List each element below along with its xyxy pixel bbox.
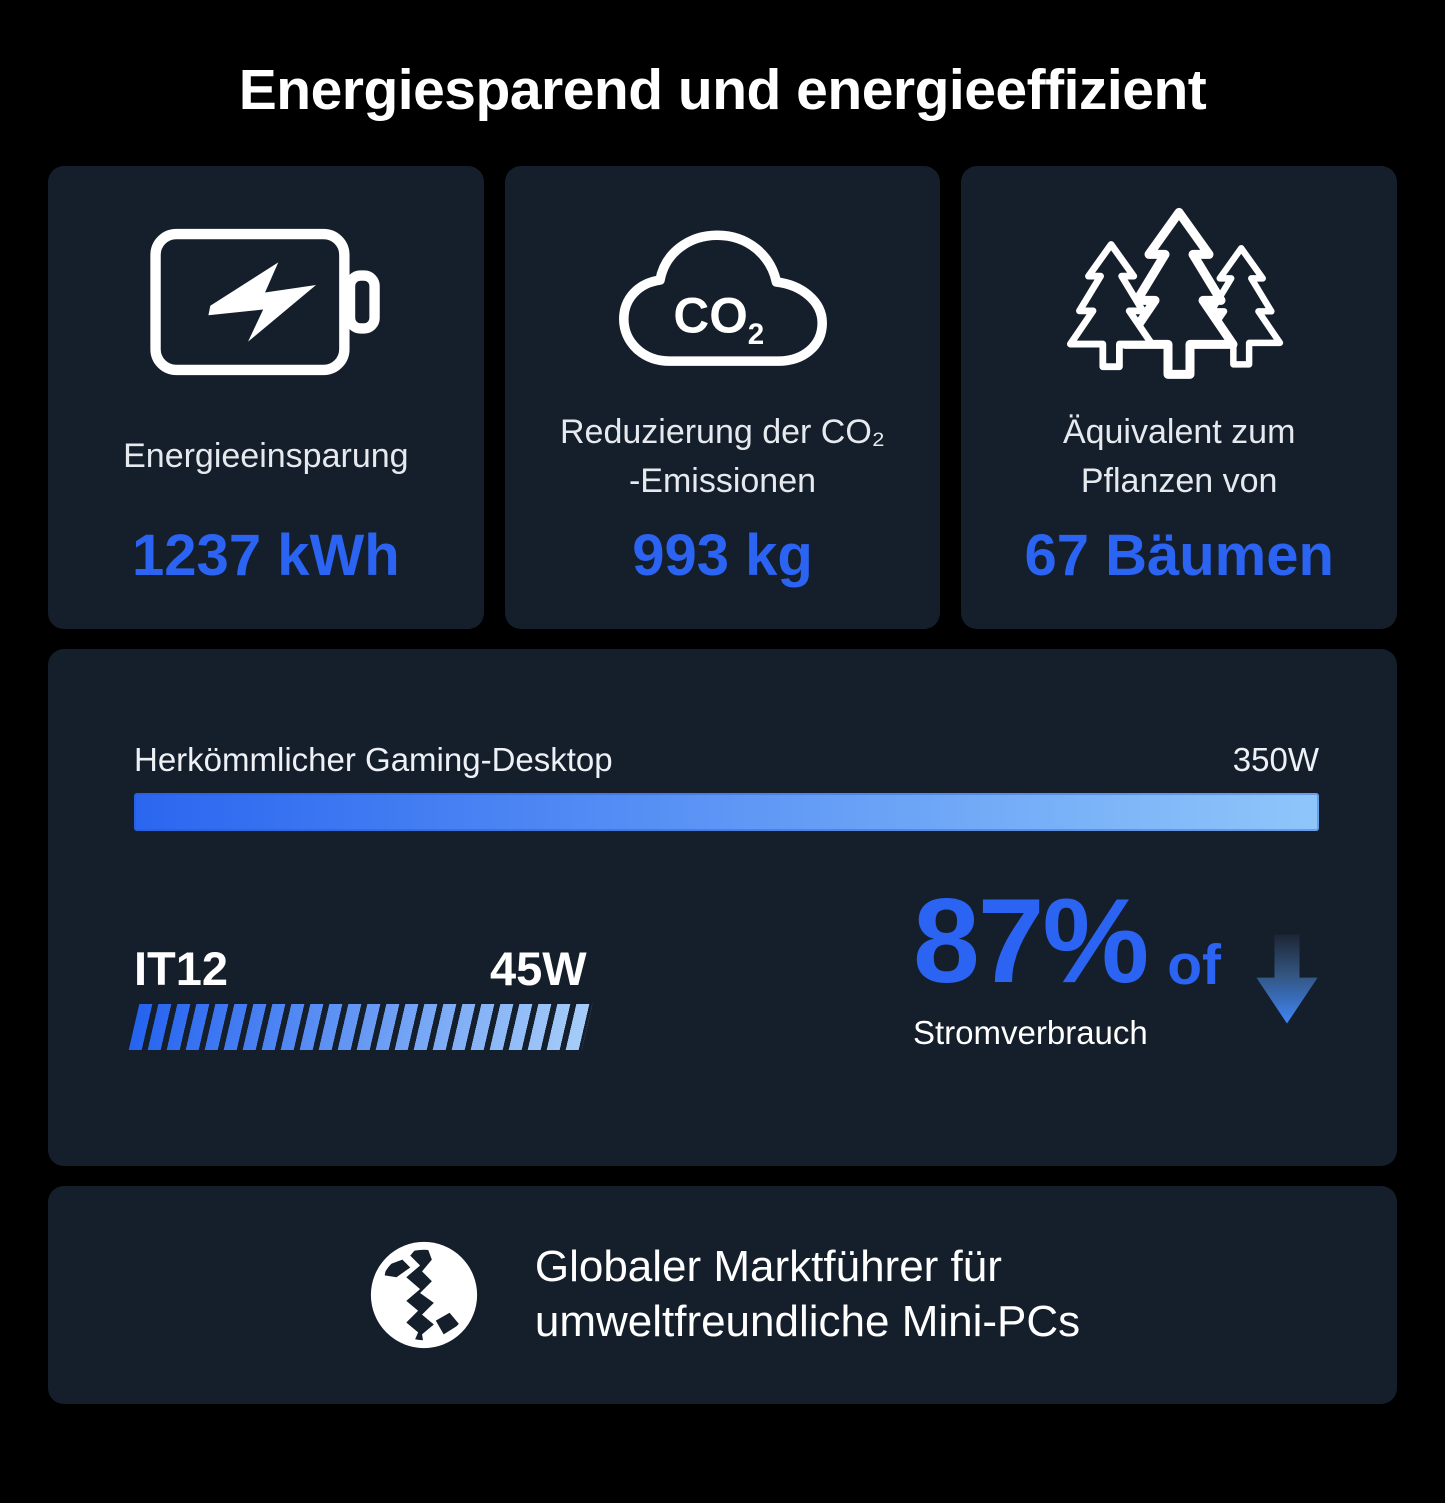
pine-trees-icon	[1051, 202, 1307, 402]
stat-card-energy: Energieeinsparung 1237 kWh	[48, 165, 484, 629]
footer-text: Globaler Marktführer für umweltfreundlic…	[535, 1240, 1080, 1349]
savings-percent: 87%	[913, 873, 1149, 1008]
savings-callout: 87% of	[913, 873, 1319, 1053]
desktop-power-bar	[134, 792, 1319, 831]
stat-card-co2: CO2 Reduzierung der CO₂ -Emissionen 993 …	[504, 165, 941, 629]
stat-card-value: 993 kg	[632, 522, 813, 588]
page-root: Energiesparend und energieeffizient Ener…	[0, 58, 1445, 1404]
chart-bottom-section: IT12 45W 87% of	[128, 881, 1319, 1053]
it12-bar-labels: IT12 45W	[134, 941, 587, 996]
stat-card-trees: Äquivalent zum Pflanzen von 67 Bäumen	[961, 165, 1398, 629]
desktop-bar-watts: 350W	[1232, 740, 1319, 778]
stat-card-label: Energieeinsparung	[123, 402, 408, 512]
footer-text-line: umweltfreundliche Mini-PCs	[534, 1296, 1081, 1346]
footer-text-line: Globaler Marktführer für	[534, 1242, 1002, 1291]
desktop-bar-name: Herkömmlicher Gaming-Desktop	[134, 740, 613, 778]
stat-card-label: Reduzierung der CO₂ -Emissionen	[560, 402, 885, 512]
battery-bolt-icon	[148, 202, 384, 402]
stat-card-value: 1237 kWh	[132, 522, 400, 588]
power-comparison-chart: Herkömmlicher Gaming-Desktop 350W IT12 4…	[48, 648, 1397, 1166]
savings-row: 87% of	[913, 873, 1319, 1024]
stat-card-label: Äquivalent zum Pflanzen von	[1063, 402, 1295, 512]
it12-power-bar	[128, 1003, 592, 1050]
footer-card: Globaler Marktführer für umweltfreundlic…	[48, 1185, 1397, 1404]
globe-icon	[365, 1236, 483, 1354]
stat-card-label-line: Energieeinsparung	[123, 437, 409, 476]
co2-cloud-icon: CO2	[599, 202, 847, 402]
stat-card-label-line: Äquivalent zum	[1062, 413, 1296, 452]
stat-cards-row: Energieeinsparung 1237 kWh CO2 Reduzieru…	[48, 165, 1398, 629]
down-arrow-icon	[1255, 924, 1319, 1034]
stat-card-label-line: -Emissionen	[628, 461, 817, 500]
svg-text:CO2: CO2	[673, 287, 764, 350]
it12-bar-name: IT12	[134, 941, 229, 995]
desktop-bar-labels: Herkömmlicher Gaming-Desktop 350W	[134, 741, 1319, 779]
savings-caption: Stromverbrauch	[913, 1014, 1148, 1052]
savings-suffix: of	[1167, 933, 1221, 998]
page-title: Energiesparend und energieeffizient	[238, 58, 1207, 122]
stat-card-label-line: Reduzierung der CO₂	[559, 413, 886, 452]
stat-card-label-line: Pflanzen von	[1080, 461, 1278, 500]
it12-bar-group: IT12 45W	[128, 941, 592, 1050]
it12-bar-watts: 45W	[490, 941, 587, 995]
stat-card-value: 67 Bäumen	[1024, 522, 1334, 588]
